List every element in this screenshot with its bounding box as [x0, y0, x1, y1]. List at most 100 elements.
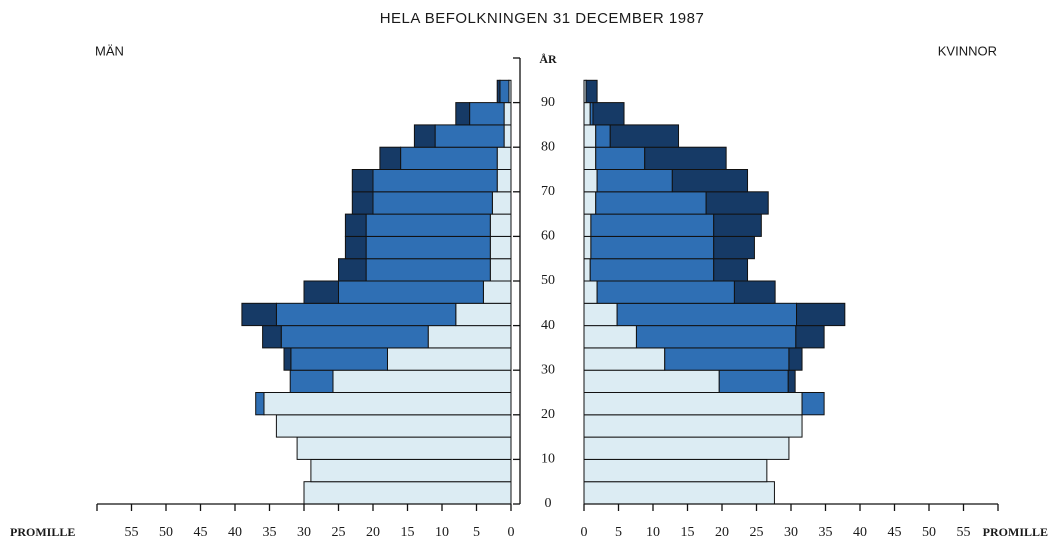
bar — [365, 258, 491, 282]
bar — [795, 325, 825, 349]
bar — [583, 347, 666, 371]
bar — [351, 191, 374, 215]
x-tick-label: 10 — [435, 525, 449, 540]
bar — [705, 191, 769, 215]
bar — [583, 302, 618, 327]
x-tick-label: 50 — [922, 525, 936, 540]
bar — [583, 369, 720, 394]
bar — [310, 458, 512, 483]
y-tick-label: 40 — [541, 318, 555, 333]
x-tick-label: 20 — [366, 525, 380, 540]
x-tick-label: 30 — [297, 525, 311, 540]
bar — [496, 79, 501, 104]
bar — [303, 481, 512, 505]
x-tick-label: 35 — [819, 525, 833, 540]
bar — [583, 146, 597, 170]
x-tick-label: 5 — [615, 525, 622, 540]
bar — [635, 325, 797, 349]
bar — [372, 191, 493, 215]
bar — [372, 169, 498, 193]
y-tick-label: 0 — [545, 496, 552, 511]
bar — [338, 280, 484, 304]
left-side-label: MÄN — [95, 43, 124, 58]
bar — [503, 124, 512, 148]
bar — [296, 436, 512, 460]
y-tick-label: 90 — [541, 95, 555, 110]
bar — [283, 347, 292, 371]
bar — [344, 235, 367, 260]
y-tick-label: 80 — [541, 139, 555, 154]
bar — [351, 169, 374, 193]
bar — [583, 213, 592, 237]
bar — [595, 146, 646, 170]
right-side-label: KVINNOR — [938, 43, 997, 58]
x-tick-label: 10 — [646, 525, 660, 540]
bar — [733, 280, 776, 304]
bar — [590, 235, 715, 260]
bar — [386, 347, 512, 371]
bar — [344, 213, 367, 237]
bar — [644, 146, 727, 170]
x-tick-label: 55 — [957, 525, 971, 540]
bar — [583, 258, 591, 282]
bar — [583, 102, 591, 126]
bar — [713, 258, 749, 282]
bar — [609, 124, 680, 148]
y-tick-label: 30 — [541, 362, 555, 377]
bar — [713, 213, 762, 237]
bar — [592, 102, 625, 126]
bar — [379, 146, 402, 170]
bar — [365, 235, 491, 260]
bar — [427, 325, 512, 349]
x-tick-label: 15 — [401, 525, 415, 540]
x-tick-label: 20 — [715, 525, 729, 540]
bar — [455, 302, 512, 327]
bar — [787, 369, 796, 394]
x-tick-label: 25 — [750, 525, 764, 540]
y-tick-label: 60 — [541, 229, 555, 244]
y-tick-label: 20 — [541, 407, 555, 422]
bar — [499, 79, 510, 104]
bar — [262, 325, 282, 349]
bar — [489, 258, 512, 282]
bar — [496, 146, 512, 170]
x-tick-label: 5 — [473, 525, 480, 540]
bar — [290, 347, 388, 371]
bar — [280, 325, 429, 349]
bar — [718, 369, 789, 394]
x-axis-label-right: PROMILLE — [983, 525, 1048, 539]
bar — [303, 280, 339, 304]
bar — [434, 124, 505, 148]
bar — [595, 124, 611, 148]
bar — [263, 392, 512, 416]
y-tick-label: 70 — [541, 184, 555, 199]
bar — [489, 235, 512, 260]
x-tick-label: 45 — [194, 525, 208, 540]
x-axis-label-left: PROMILLE — [10, 525, 75, 539]
x-tick-label: 40 — [228, 525, 242, 540]
bar — [241, 302, 277, 327]
bar — [332, 369, 512, 394]
bar — [338, 258, 367, 282]
bar — [496, 169, 512, 193]
bar — [583, 191, 597, 215]
bar — [796, 302, 846, 327]
bar — [275, 302, 457, 327]
bar — [595, 191, 707, 215]
bar — [583, 124, 597, 148]
x-tick-label: 55 — [125, 525, 139, 540]
bar — [583, 458, 768, 483]
bar — [583, 325, 637, 349]
bar — [590, 213, 715, 237]
x-tick-label: 25 — [332, 525, 346, 540]
bar — [583, 235, 592, 260]
bar — [469, 102, 505, 126]
x-tick-label: 0 — [508, 525, 515, 540]
bar — [275, 414, 512, 438]
bar — [585, 79, 598, 104]
y-tick-label: 10 — [541, 452, 555, 467]
y-axis-label: ÅR — [539, 52, 557, 66]
bar — [583, 169, 598, 193]
bar — [489, 213, 512, 237]
